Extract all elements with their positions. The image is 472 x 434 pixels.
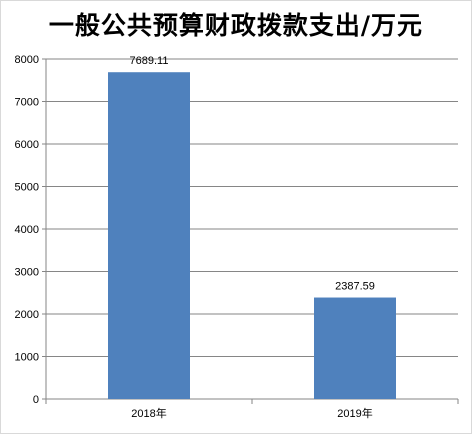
bar-1 bbox=[108, 72, 190, 399]
y-tick-label: 3000 bbox=[15, 267, 39, 279]
bar-2 bbox=[314, 297, 396, 399]
x-category-label: 2019年 bbox=[337, 406, 372, 420]
y-tick-label: 2000 bbox=[15, 309, 39, 321]
y-tick-label: 0 bbox=[33, 394, 39, 406]
y-tick-label: 4000 bbox=[15, 224, 39, 236]
y-tick-label: 8000 bbox=[15, 54, 39, 66]
x-category-label: 2018年 bbox=[131, 406, 166, 420]
data-label: 7689.11 bbox=[130, 55, 169, 67]
y-tick-label: 6000 bbox=[15, 139, 39, 151]
y-tick-label: 5000 bbox=[15, 182, 39, 194]
y-tick-label: 1000 bbox=[15, 352, 39, 364]
data-label: 2387.59 bbox=[335, 281, 375, 293]
chart-title: 一般公共预算财政拨款支出/万元 bbox=[48, 11, 424, 40]
y-tick-label: 7000 bbox=[15, 97, 39, 109]
